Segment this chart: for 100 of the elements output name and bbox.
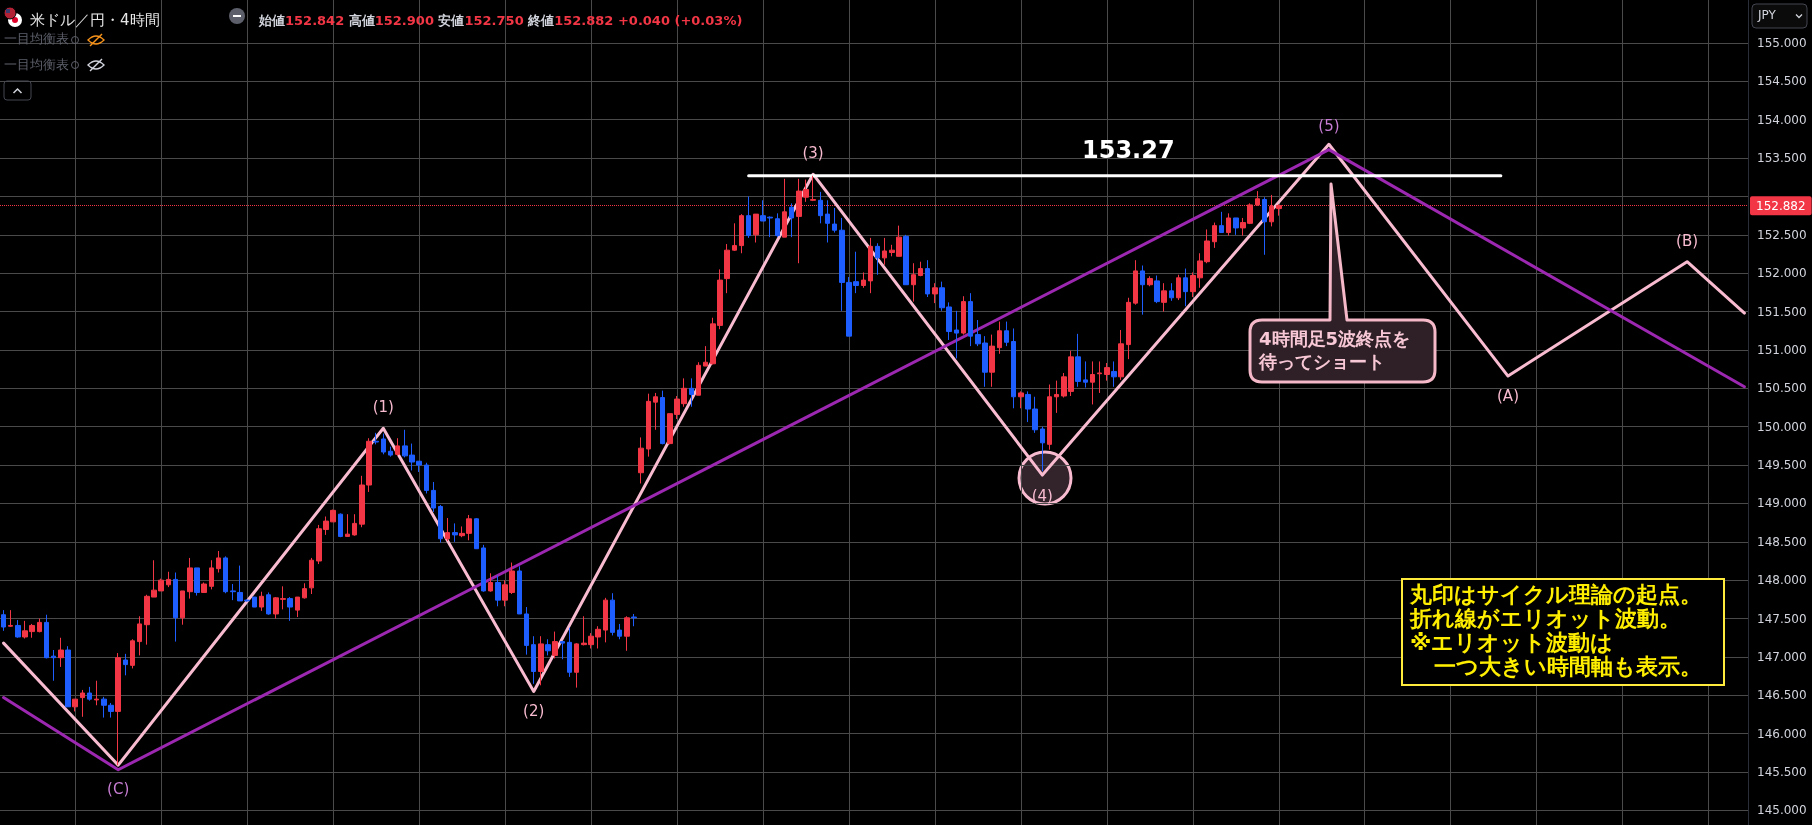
candlestick [180, 590, 185, 626]
candlestick [209, 559, 214, 590]
candlestick [753, 213, 759, 244]
candlestick [646, 393, 651, 458]
candlestick [610, 592, 615, 636]
candlestick [925, 259, 930, 298]
candlestick [538, 635, 544, 686]
y-tick-label: 146.000 [1757, 726, 1807, 741]
candlestick [1, 609, 6, 632]
candlestick [388, 446, 393, 458]
candlestick [631, 613, 637, 627]
candlestick [732, 222, 737, 252]
annotation: 4時間足5波終点を [1259, 327, 1411, 350]
candlestick [968, 292, 973, 347]
candlestick [825, 199, 830, 244]
candlestick [438, 504, 443, 544]
candlestick [1018, 390, 1024, 409]
candlestick [653, 392, 658, 431]
candlestick [560, 640, 565, 660]
candlestick [166, 571, 171, 588]
candlestick [1004, 321, 1009, 347]
text: 始値152.842 高値152.900 安値152.750 終値152.882 +0.040 (+0.03%) [259, 13, 743, 28]
y-tick-label: 154.000 [1757, 112, 1807, 127]
candlestick [868, 237, 873, 294]
candlestick [474, 517, 479, 550]
candlestick [295, 596, 300, 618]
y-tick-label: 155.000 [1757, 35, 1807, 50]
candlestick [1154, 275, 1160, 304]
candlestick [266, 591, 271, 616]
candlestick [624, 615, 630, 652]
candlestick [130, 638, 135, 669]
candlestick [216, 550, 221, 574]
candlestick [481, 544, 486, 593]
candlestick [431, 481, 436, 513]
candlestick [1111, 360, 1117, 388]
candlestick [345, 513, 350, 537]
candlestick [961, 295, 966, 336]
candlestick [488, 572, 493, 593]
y-tick-label: 147.500 [1757, 611, 1807, 626]
annotation: (C) [107, 779, 130, 798]
candlestick [903, 234, 909, 286]
annotation: (2) [523, 702, 545, 721]
candlestick [1047, 383, 1052, 451]
y-tick-label: 151.500 [1757, 304, 1807, 319]
annotation: 丸印はサイクル理論の起点。 [1410, 582, 1702, 607]
candlestick [1212, 222, 1217, 249]
y-tick-label: 152.000 [1757, 266, 1807, 281]
candlestick [72, 698, 78, 712]
annotation: (5) [1318, 117, 1340, 136]
candlestick [775, 212, 780, 238]
candlestick [58, 637, 64, 668]
candlestick [1011, 327, 1016, 409]
candlestick [1104, 362, 1110, 382]
ref-line-label: 152.882 [1756, 198, 1806, 213]
candlestick [1118, 329, 1124, 381]
candlestick [80, 689, 85, 718]
candlestick [194, 567, 200, 597]
candlestick [517, 565, 522, 615]
candlestick [230, 583, 236, 601]
candlestick [51, 649, 56, 682]
candlestick [789, 202, 794, 238]
candlestick [552, 631, 558, 659]
candlestick [1226, 212, 1231, 237]
candlestick [15, 619, 21, 639]
y-tick-label: 153.500 [1757, 151, 1807, 166]
candlestick [1083, 360, 1088, 389]
candlestick [1176, 274, 1181, 301]
candlestick [531, 635, 536, 685]
candlestick [603, 597, 608, 643]
candlestick [724, 243, 730, 294]
candlestick [123, 653, 128, 676]
candlestick [703, 345, 708, 367]
y-tick-label: 148.000 [1757, 573, 1807, 588]
candlestick [1054, 380, 1059, 414]
candlestick [381, 433, 386, 455]
candlestick [1183, 268, 1188, 307]
y-tick-label: 148.500 [1757, 534, 1807, 549]
candlestick [1097, 360, 1102, 394]
y-tick-label: 150.500 [1757, 381, 1807, 396]
candlestick [65, 645, 71, 708]
annotation: 折れ線がエリオット波動。 [1410, 606, 1681, 631]
candlestick [37, 618, 42, 633]
y-tick-label: 150.000 [1757, 419, 1807, 434]
candlestick [911, 262, 916, 303]
candlestick [875, 242, 880, 276]
candlestick [8, 609, 13, 628]
candlestick [524, 606, 529, 656]
candlestick [173, 572, 178, 643]
candlestick [660, 390, 665, 445]
y-tick-label: 152.500 [1757, 227, 1807, 242]
candlestick [373, 432, 379, 445]
candlestick [746, 195, 751, 239]
candlestick [997, 321, 1002, 355]
candlestick [1161, 282, 1167, 313]
candlestick [1233, 217, 1239, 236]
candlestick [1040, 426, 1045, 472]
candlestick [818, 191, 823, 224]
candlestick [882, 237, 887, 266]
candlestick [452, 522, 458, 543]
candlestick [338, 512, 343, 538]
